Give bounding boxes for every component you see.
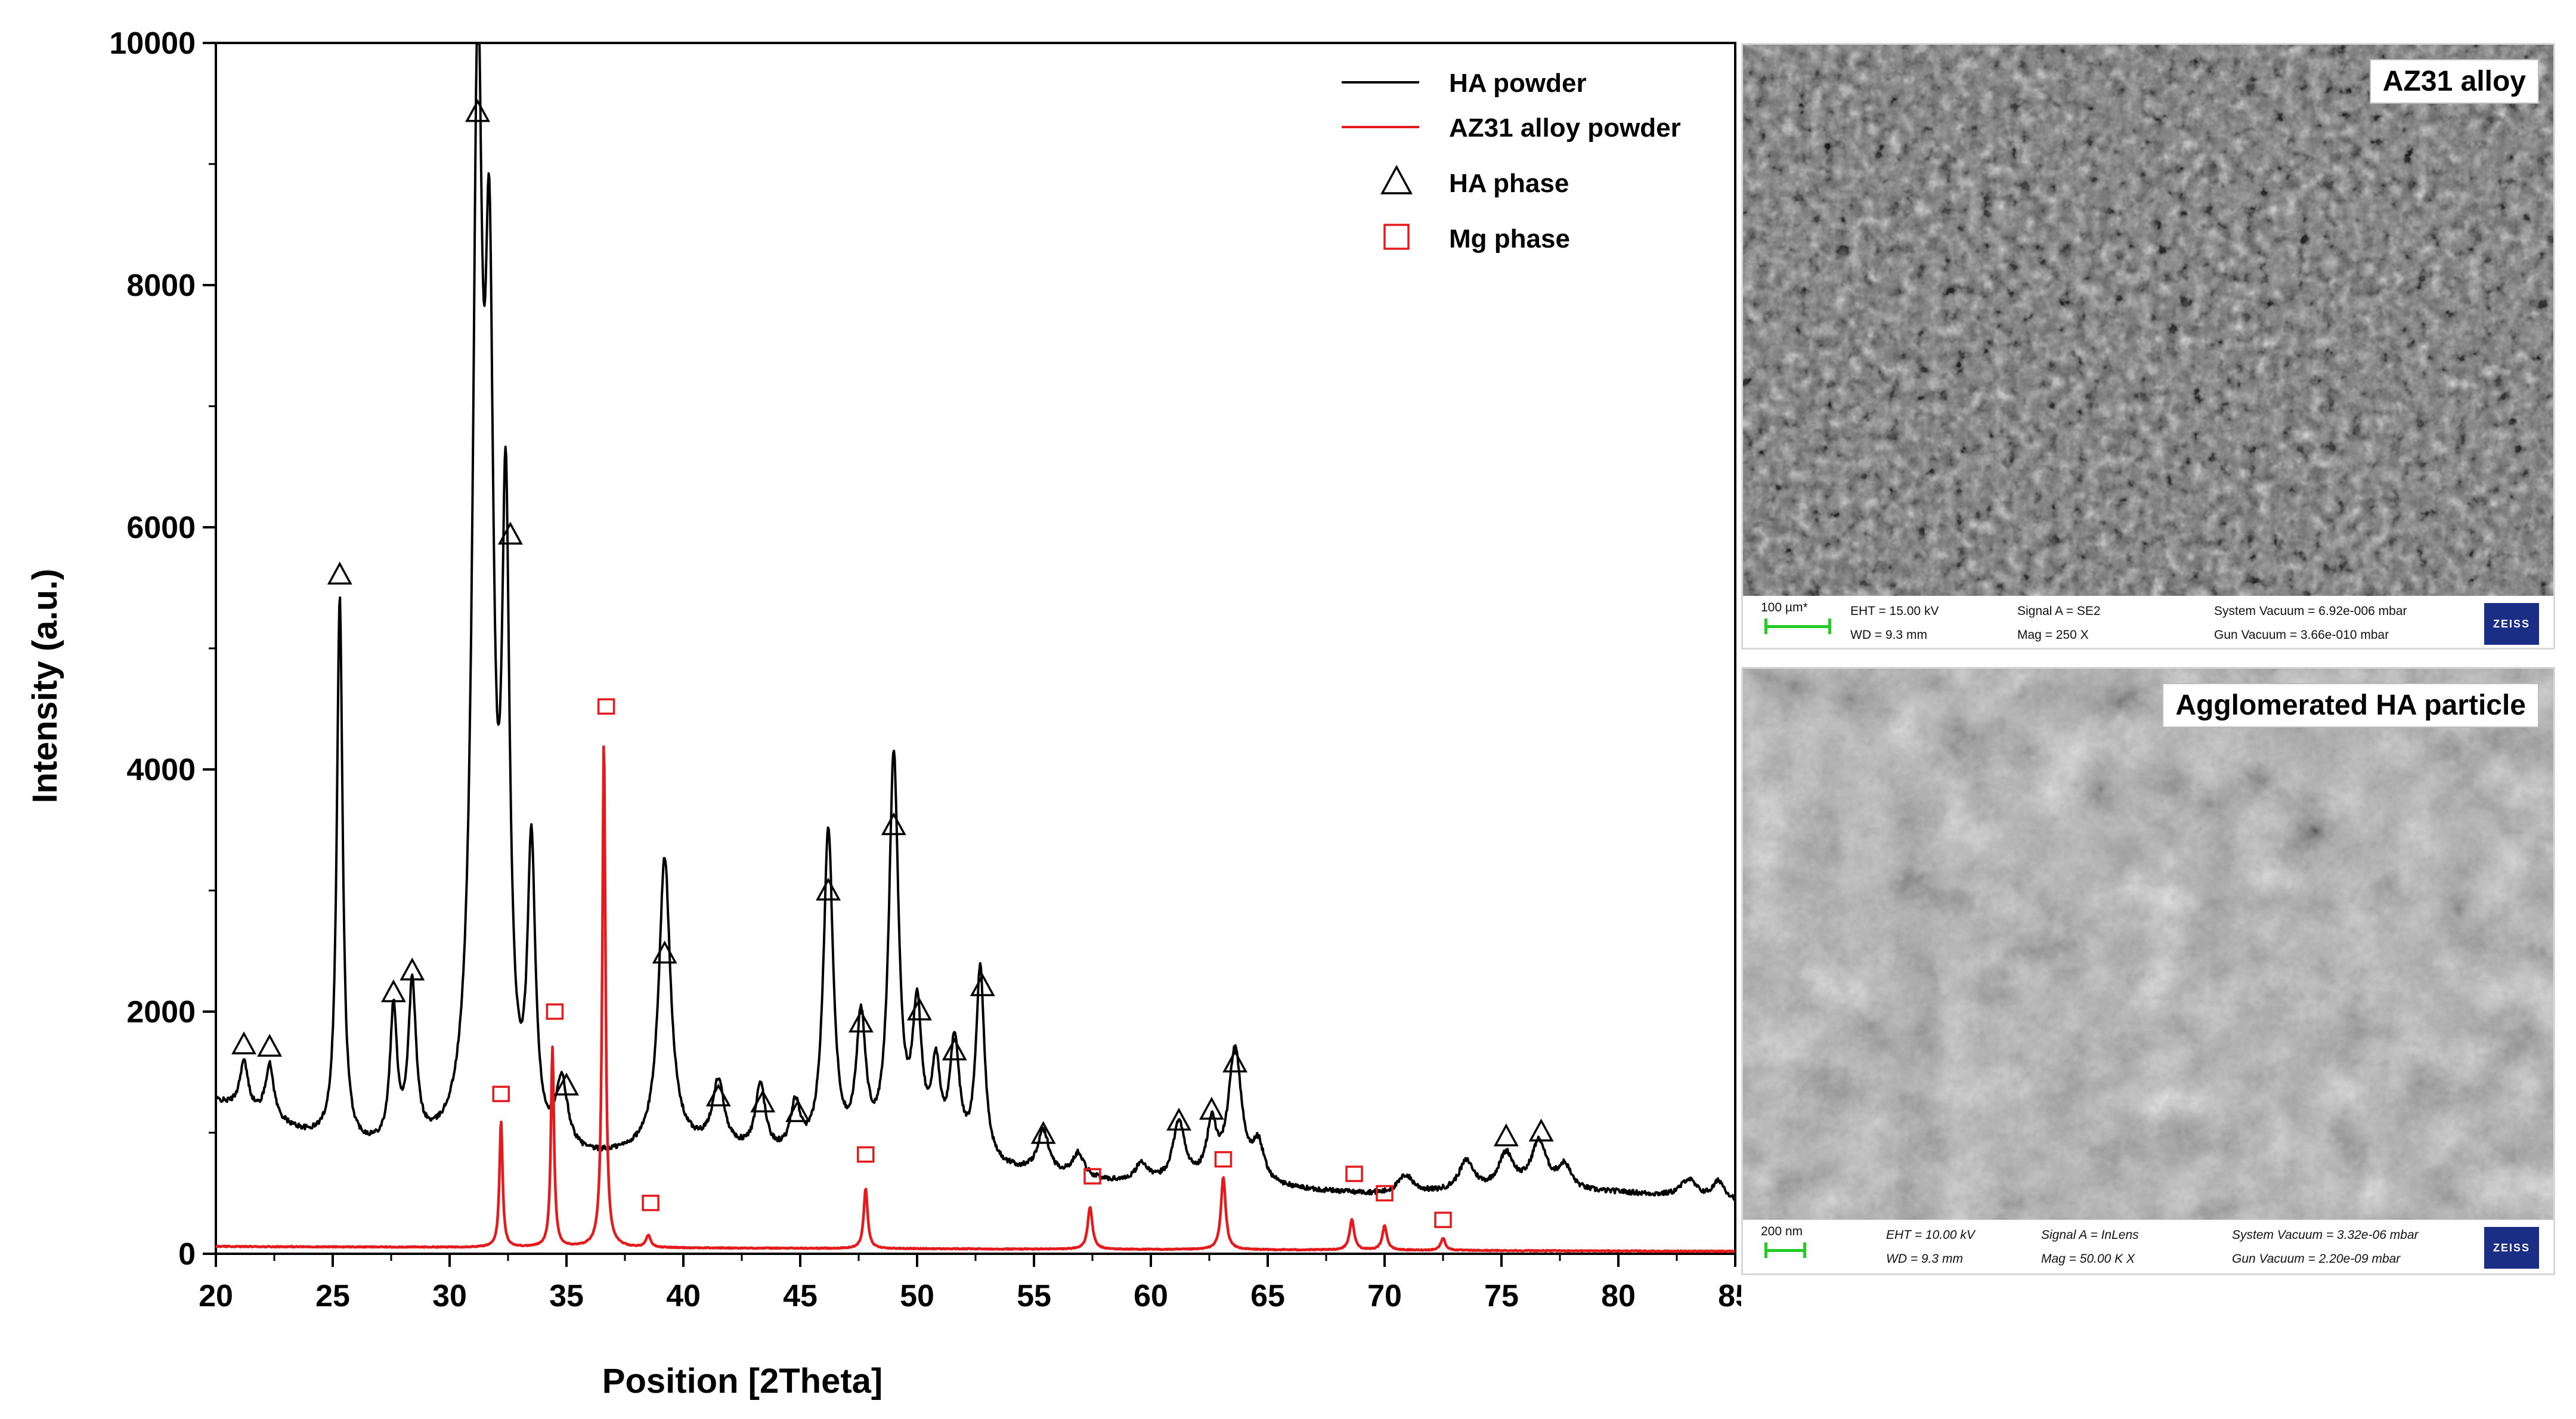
zeiss-logo: ZEISS: [2484, 1227, 2539, 1269]
zeiss-logo: ZEISS: [2484, 603, 2539, 645]
ha-phase-marker: [1222, 1049, 1248, 1073]
ha-phase-marker: [848, 1009, 874, 1033]
x-tick-label: 20: [199, 1279, 233, 1313]
ha-phase-marker: [906, 997, 932, 1021]
series-layer: [215, 42, 1736, 1253]
sem-info-eht: EHT = 10.00 kV: [1886, 1228, 1975, 1242]
ha-phase-marker: [1199, 1096, 1224, 1120]
mg-phase-marker: [1376, 1185, 1394, 1202]
legend-swatch-triangle: [1380, 165, 1413, 194]
sem-image-ha: [1743, 669, 2553, 1220]
mg-phase-marker: [1345, 1166, 1363, 1182]
x-tick-label: 45: [783, 1279, 818, 1313]
ha-phase-marker: [497, 521, 523, 545]
mg-phase-marker: [1083, 1168, 1101, 1185]
ha-phase-marker: [465, 99, 490, 122]
mg-phase-marker: [1214, 1151, 1233, 1168]
series-line-az31-powder: [215, 745, 1736, 1253]
ha-phase-marker: [1528, 1118, 1554, 1142]
legend-label: AZ31 alloy powder: [1449, 113, 1681, 143]
x-tick-label: 25: [315, 1279, 350, 1313]
series-line-ha-powder: [215, 42, 1736, 1201]
sem-info-signal: Signal A = InLens: [2041, 1228, 2139, 1242]
ha-phase-marker: [231, 1031, 256, 1055]
ha-phase-marker: [1493, 1123, 1519, 1146]
scale-bar: [1764, 619, 1831, 634]
y-tick-label: 6000: [126, 511, 196, 545]
ha-phase-marker: [942, 1037, 967, 1061]
ha-phase-marker: [327, 561, 352, 585]
ha-phase-marker: [785, 1099, 811, 1123]
ha-phase-marker: [816, 877, 841, 901]
sem-info-system-vacuum: System Vacuum = 6.92e-006 mbar: [2214, 604, 2407, 618]
x-tick-label: 30: [432, 1279, 467, 1313]
sem-info-wd: WD = 9.3 mm: [1886, 1252, 1963, 1266]
sem-image-az31: [1743, 45, 2553, 596]
sem-info-mag: Mag = 50.00 K X: [2041, 1252, 2135, 1266]
legend-label: HA phase: [1449, 169, 1569, 198]
x-tick-label: 35: [549, 1279, 584, 1313]
axes: 20 25 30 35 40 45 50 55 60 65 70 75 80 85 0 2000 4000 600…: [109, 26, 1741, 1313]
y-tick-label: 0: [178, 1237, 196, 1272]
mg-phase-marker: [597, 698, 615, 715]
x-tick-label: 80: [1601, 1279, 1636, 1313]
sem-info-gun-vacuum: Gun Vacuum = 3.66e-010 mbar: [2214, 628, 2389, 642]
sem-info-wd: WD = 9.3 mm: [1850, 628, 1927, 642]
y-tick-label: 10000: [109, 26, 196, 61]
y-axis-label: Intensity (a.u.): [26, 568, 64, 803]
legend-label: Mg phase: [1449, 224, 1570, 253]
x-tick-label: 55: [1017, 1279, 1051, 1313]
y-tick-label: 2000: [126, 995, 196, 1030]
mg-phase-marker: [1434, 1211, 1452, 1228]
x-tick-label: 75: [1484, 1279, 1519, 1313]
sem-info-eht: EHT = 15.00 kV: [1850, 604, 1939, 618]
ha-phase-marker: [1166, 1108, 1191, 1131]
sem-info-signal: Signal A = SE2: [2017, 604, 2101, 618]
ha-phase-marker: [750, 1089, 776, 1113]
scale-bar-text: 200 nm: [1761, 1225, 1803, 1238]
scale-bar-text: 100 µm*: [1761, 601, 1808, 614]
sem-info-bar-az31: 100 µm* EHT = 15.00 kV WD = 9.3 mm Signa…: [1743, 596, 2553, 648]
ha-phase-marker: [400, 957, 425, 981]
x-tick-label: 85: [1718, 1279, 1741, 1313]
sem-label-ha: Agglomerated HA particle: [2162, 683, 2539, 728]
phase-markers: [231, 99, 1554, 1228]
mg-phase-marker: [642, 1194, 660, 1211]
mg-phase-marker: [857, 1146, 875, 1163]
sem-panel-ha: Agglomerated HA particle 200 nm EHT = 10…: [1741, 667, 2555, 1275]
ha-phase-marker: [257, 1034, 283, 1057]
ha-phase-marker: [380, 979, 406, 1003]
y-tick-label: 8000: [126, 268, 196, 303]
legend-label: HA powder: [1449, 69, 1587, 98]
sem-info-bar-ha: 200 nm EHT = 10.00 kV WD = 9.3 mm Signal…: [1743, 1220, 2553, 1273]
mg-phase-marker: [546, 1003, 564, 1020]
ha-phase-marker: [705, 1083, 731, 1106]
x-tick-label: 65: [1250, 1279, 1285, 1313]
legend: HA powder AZ31 alloy powder HA phase Mg pha…: [1342, 69, 1681, 253]
xrd-chart: 20 25 30 35 40 45 50 55 60 65 70 75 80 85 0 2000 4000 600…: [26, 26, 1741, 1401]
sem-info-system-vacuum: System Vacuum = 3.32e-06 mbar: [2232, 1228, 2419, 1242]
ha-phase-marker: [1030, 1121, 1056, 1144]
ha-phase-marker: [652, 940, 677, 964]
x-tick-label: 60: [1134, 1279, 1168, 1313]
ha-phase-marker: [970, 973, 995, 997]
scale-bar: [1764, 1242, 1806, 1258]
sem-label-az31: AZ31 alloy: [2369, 59, 2539, 104]
x-tick-label: 50: [900, 1279, 934, 1313]
sem-info-gun-vacuum: Gun Vacuum = 2.20e-09 mbar: [2232, 1252, 2401, 1266]
x-tick-label: 70: [1367, 1279, 1402, 1313]
ha-phase-marker: [881, 812, 906, 836]
sem-info-mag: Mag = 250 X: [2017, 628, 2089, 642]
legend-swatch-square: [1383, 224, 1410, 250]
x-axis-label: Position [2Theta]: [602, 1362, 883, 1401]
sem-panel-az31: AZ31 alloy 100 µm* EHT = 15.00 kV WD = 9…: [1741, 43, 2555, 650]
x-tick-label: 40: [666, 1279, 701, 1313]
y-tick-label: 4000: [126, 753, 196, 787]
ha-phase-marker: [554, 1072, 579, 1096]
mg-phase-marker: [492, 1086, 510, 1102]
